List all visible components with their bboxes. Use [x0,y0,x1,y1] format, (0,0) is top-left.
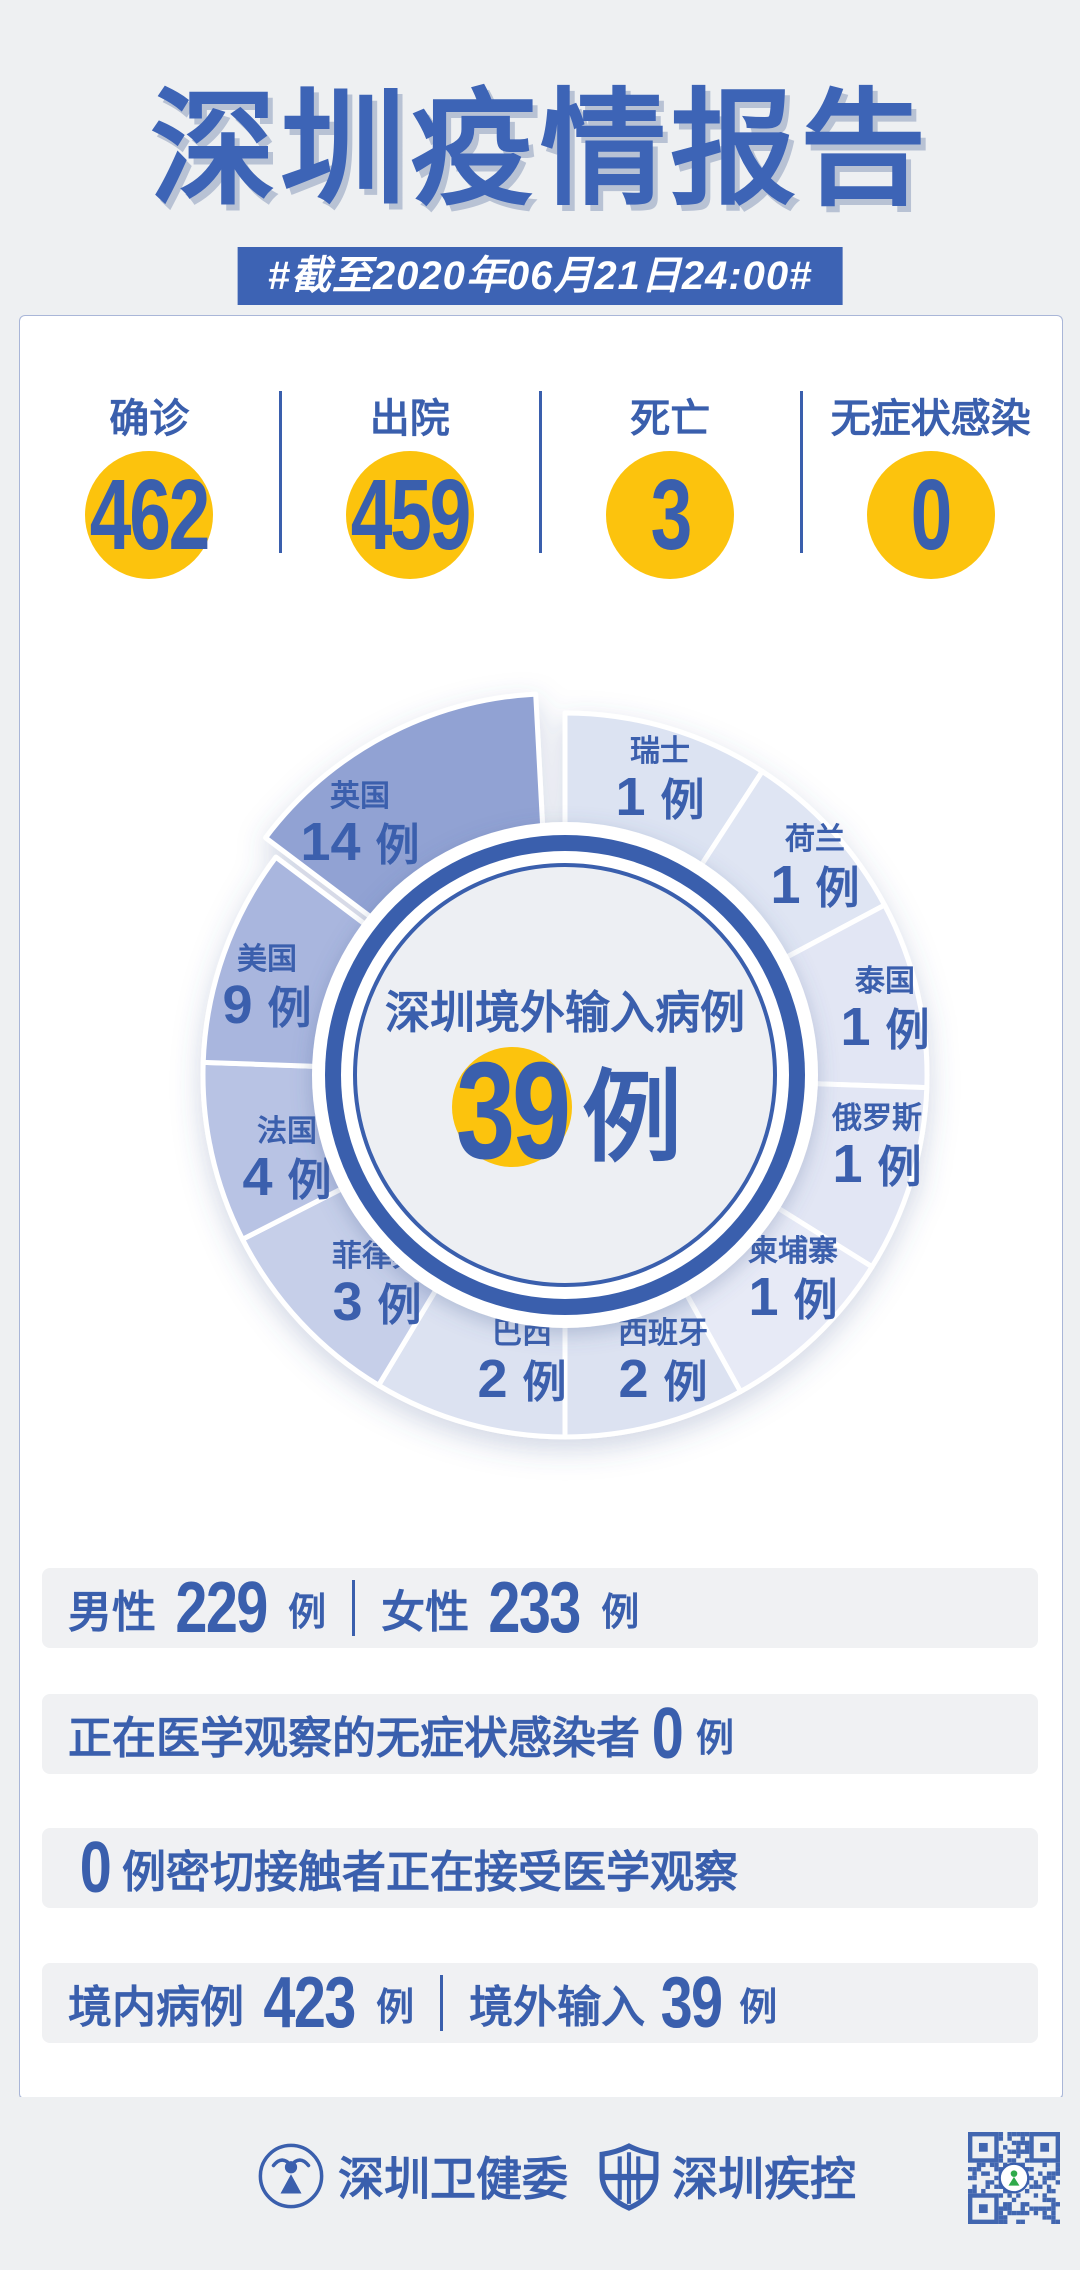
pie-center-title: 深圳境外输入病例 [385,987,745,1038]
pie-center-disc [353,863,777,1287]
row-number: 0 [651,1694,684,1774]
row-label: 例 [601,1591,640,1634]
slice-country-label: 柬埔寨 [748,1234,838,1268]
org-name: 深圳疾控 [672,2153,856,2205]
slice-country-label: 英国 [330,780,390,813]
stat-confirmed: 确诊 462 [19,393,280,579]
row-label: 例 [376,1986,415,2029]
slice-count-label: 1 例 [832,1134,921,1194]
qr-code [968,2132,1060,2224]
row-number: 423 [263,1963,356,2043]
row-label: 女性 [381,1588,470,1637]
pie-center: 深圳境外输入病例 39 例 [312,822,818,1328]
org-cdc: 深圳疾控 [598,2141,856,2211]
org-health-commission: 深圳卫健委 [256,2141,568,2211]
slice-country-label: 泰国 [855,965,915,998]
row-asymptomatic-observation: 正在医学观察的无症状感染者 0 例 [42,1694,1038,1774]
stat-label: 确诊 [109,397,190,441]
slice-country-label: 法国 [257,1115,317,1148]
row-label: 正在医学观察的无症状感染者 [68,1714,640,1763]
row-gender: 男性 229 例 女性 233 例 [42,1568,1038,1648]
slice-country-label: 荷兰 [785,823,845,856]
slice-count-label: 1 例 [748,1267,837,1327]
stat-asymptomatic: 无症状感染 0 [801,393,1062,579]
slice-country-label: 西班牙 [618,1317,708,1350]
stat-deaths: 死亡 3 [540,393,801,579]
slice-count-label: 14 例 [300,812,419,872]
stat-badge-circle: 0 [866,451,995,579]
total-highlight-circle [452,1047,572,1167]
row-label: 例 [739,1986,778,2029]
stat-label: 出院 [369,397,450,441]
stat-label: 死亡 [630,397,711,441]
slice-count-label: 9 例 [222,975,311,1035]
stat-value: 459 [350,458,472,571]
stat-divider [539,391,542,553]
health-commission-seal-icon [258,2143,324,2209]
stat-label: 无症状感染 [830,397,1031,441]
footer: 深圳卫健委 深圳疾控 [0,2097,1080,2270]
stat-badge-circle: 459 [345,451,474,579]
cdc-shield-icon [599,2143,659,2211]
slice-country-label: 瑞士 [630,735,690,768]
stat-divider [278,391,282,553]
stat-value: 0 [911,458,953,571]
stat-badge-circle: 3 [606,451,735,579]
row-label: 境外输入 [469,1983,646,2032]
slice-country-label: 俄罗斯 [831,1102,922,1135]
summary-stats: 确诊 462 出院 459 死亡 3 无症状感染 0 [19,391,1062,579]
row-number: 0 [79,1828,112,1908]
stat-discharged: 出院 459 [280,393,541,579]
row-label: 例 [288,1591,327,1634]
row-label: 境内病例 [68,1983,244,2032]
page-title: 深圳疫情报告 [150,79,930,220]
date-banner: #截至2020年06月21日24:00# [237,247,843,305]
row-label: 男性 [68,1588,156,1637]
row-number: 39 [660,1963,723,2043]
row-number: 233 [488,1568,582,1648]
stat-value: 3 [650,458,693,571]
stat-divider [799,391,803,553]
org-name: 深圳卫健委 [338,2153,568,2205]
stat-badge-circle: 462 [85,451,214,579]
slice-count-label: 4 例 [242,1147,331,1207]
slice-count-label: 2 例 [477,1349,566,1409]
row-domestic-imported: 境内病例 423 例 境外输入 39 例 [42,1963,1038,2043]
row-close-contacts: 0 例密切接触者正在接受医学观察 [42,1828,1038,1908]
row-divider [440,1975,444,2031]
slice-count-label: 1 例 [770,855,859,915]
row-label: 例密切接触者正在接受医学观察 [122,1848,739,1897]
slice-count-label: 2 例 [618,1349,707,1409]
slice-country-label: 美国 [237,942,297,976]
total-number: 39 [456,1034,568,1188]
total-unit: 例 [582,1062,682,1174]
slice-count-label: 1 例 [615,767,704,827]
slice-count-label: 1 例 [840,997,929,1057]
stat-value: 462 [90,458,211,571]
row-number: 229 [175,1568,268,1648]
row-divider [352,1580,356,1636]
row-label: 例 [696,1717,735,1760]
slice-count-label: 3 例 [332,1272,421,1332]
